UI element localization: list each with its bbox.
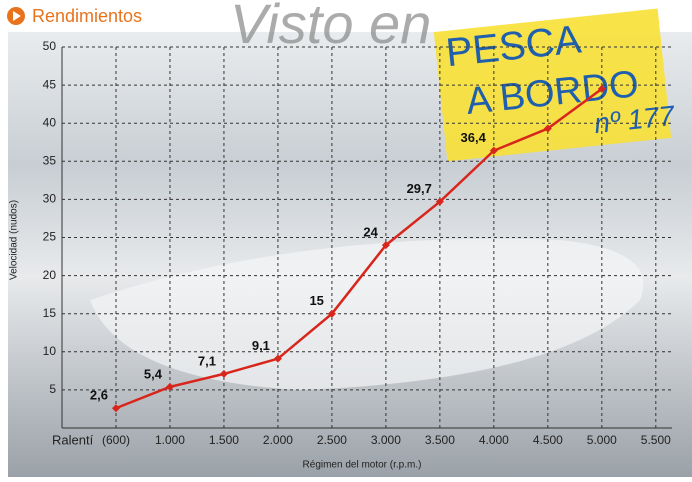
data-label: 29,7 <box>407 181 432 196</box>
y-tick-label: 15 <box>43 306 57 320</box>
chart-title: Rendimientos <box>32 6 142 26</box>
x-tick-label: (600) <box>102 433 130 447</box>
data-label: 5,4 <box>144 366 163 381</box>
data-point <box>165 382 174 391</box>
x-tick-label: 5.500 <box>641 433 671 447</box>
title-icon-arrow <box>13 11 21 21</box>
x-axis-label: Régimen del motor (r.p.m.) <box>303 460 422 471</box>
data-label: 15 <box>309 293 323 308</box>
x-tick-label: 2.000 <box>263 433 293 447</box>
y-tick-label: 40 <box>43 115 57 129</box>
x-tick-label: 4.500 <box>533 433 563 447</box>
data-point <box>435 197 444 206</box>
data-point <box>111 404 120 413</box>
data-label: 7,1 <box>198 353 216 368</box>
data-label: 2,6 <box>90 388 108 403</box>
data-label: 36,4 <box>461 130 487 145</box>
x-tick-label: 3.000 <box>371 433 401 447</box>
line-series <box>115 87 603 410</box>
data-label: 24 <box>363 225 378 240</box>
y-tick-label: 10 <box>43 344 57 358</box>
x-tick-label: 4.000 <box>479 433 509 447</box>
data-label: 9,1 <box>252 338 270 353</box>
y-tick-label: 20 <box>43 268 57 282</box>
data-point <box>381 241 390 250</box>
logo-box <box>433 8 672 162</box>
x-prefix-label: Ralentí <box>52 432 94 447</box>
y-tick-label: 35 <box>43 153 57 167</box>
data-point <box>219 369 228 378</box>
y-tick-label: 30 <box>43 192 57 206</box>
data-point <box>543 124 552 133</box>
y-tick-label: 50 <box>43 39 57 53</box>
y-tick-label: 45 <box>43 77 57 91</box>
x-tick-label: 2.500 <box>317 433 347 447</box>
x-tick-label: 1.000 <box>155 433 185 447</box>
y-tick-label: 25 <box>43 230 57 244</box>
watermark: Visto en <box>230 0 431 55</box>
data-point <box>489 146 498 155</box>
x-tick-label: 3.500 <box>425 433 455 447</box>
x-tick-label: 5.000 <box>587 433 617 447</box>
data-point <box>327 309 336 318</box>
x-tick-label: 1.500 <box>209 433 239 447</box>
data-point <box>273 354 282 363</box>
data-point <box>597 84 606 93</box>
y-tick-label: 5 <box>49 382 56 396</box>
boat-shape <box>90 238 644 390</box>
y-axis-label: Velocidad (nudos) <box>9 200 20 280</box>
